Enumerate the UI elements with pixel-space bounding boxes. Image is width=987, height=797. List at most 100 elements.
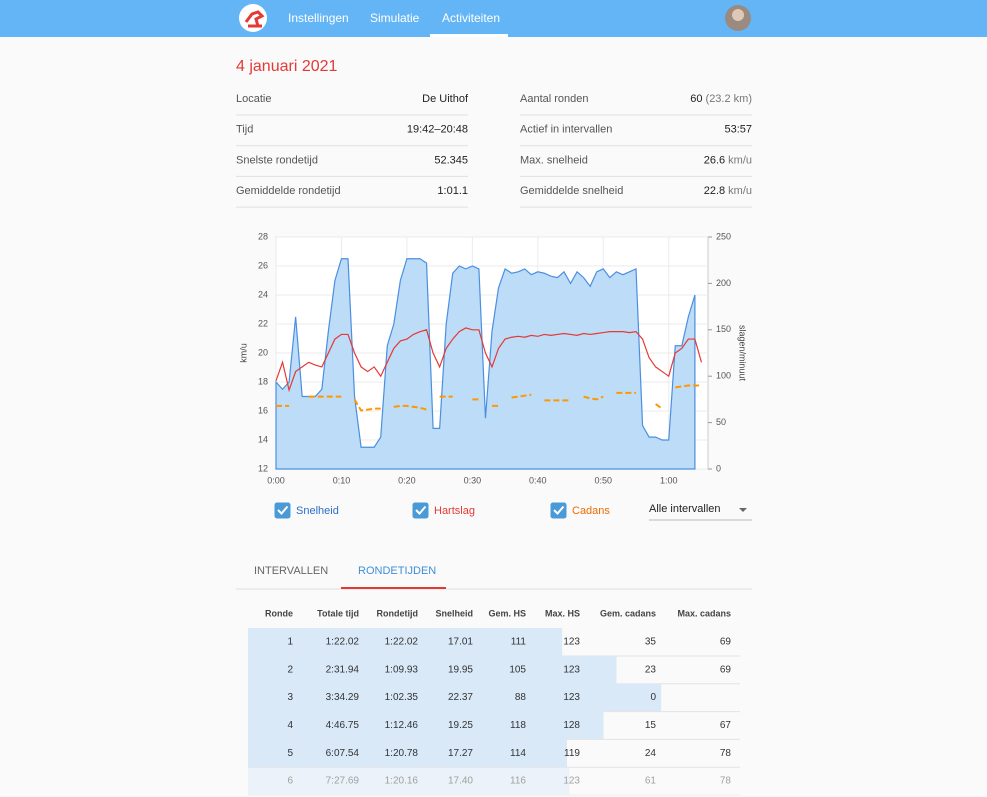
summary-unit: km/u: [728, 185, 752, 197]
table-row: 1 1:22.02 1:22.02 17.01 111 123 35 69: [248, 628, 740, 657]
summary-value: 22.8 km/u: [704, 185, 752, 197]
summary-value: 53:57: [724, 124, 752, 136]
table-row: 3 3:34.29 1:02.35 22.37 88 123 0: [248, 683, 740, 713]
dropdown-arrow: [739, 508, 747, 512]
summary-value: 26.6 km/u: [704, 154, 752, 166]
summary-value: 19:42–20:48: [407, 124, 468, 136]
summary-number: 22.8: [704, 185, 725, 197]
series-line: [511, 393, 532, 399]
logo[interactable]: [239, 4, 267, 32]
table-header: Snelheid: [435, 608, 473, 618]
summary-label: Tijd: [236, 124, 253, 136]
summary-label: Gemiddelde rondetijd: [236, 185, 341, 197]
table-cell: 1:20.78: [385, 748, 419, 759]
table-header: Max. HS: [545, 608, 580, 618]
summary-unit: km/u: [728, 154, 752, 166]
checkmark: [553, 505, 565, 515]
legend-checkbox[interactable]: [412, 502, 429, 519]
table-cell: 3:34.29: [326, 692, 360, 703]
table-cell: 1:20.16: [385, 776, 419, 787]
table-header: Gem. HS: [488, 608, 526, 618]
summary-number: 52.345: [434, 154, 468, 166]
table-row: 2 2:31.94 1:09.93 19.95 105 123 23 69: [248, 655, 740, 685]
table-cell: 15: [645, 720, 657, 731]
summary-number: 53:57: [724, 124, 752, 136]
tab[interactable]: RONDETIJDEN: [358, 565, 436, 577]
x-tick-label: 0:00: [267, 475, 285, 485]
series-line: [655, 403, 663, 410]
table-header: Max. cadans: [677, 608, 731, 618]
table-cell: 119: [564, 748, 580, 759]
nav-item[interactable]: Simulatie: [370, 11, 420, 25]
x-tick-label: 0:40: [529, 475, 547, 485]
y-tick-label: 18: [258, 376, 268, 386]
table-cell: 88: [515, 692, 527, 703]
table-cell: 6:07.54: [326, 748, 360, 759]
x-tick-label: 0:30: [464, 475, 482, 485]
avatar-face: [732, 9, 744, 21]
table-cell: 6: [287, 776, 293, 787]
table-cell: 128: [563, 720, 580, 731]
dropdown-value[interactable]: Alle intervallen: [649, 503, 721, 515]
logo-icon: [244, 10, 265, 28]
summary-value: 1:01.1: [437, 185, 468, 197]
series-line: [393, 404, 427, 411]
table-cell: 1:02.35: [385, 692, 419, 703]
series-line: [583, 395, 604, 401]
series-line: [353, 398, 381, 412]
table-cell: 35: [645, 637, 657, 648]
legend-label: Hartslag: [434, 505, 475, 517]
y-axis-label: km/u: [238, 343, 248, 363]
series-area: [275, 258, 696, 470]
table-cell: 105: [509, 664, 526, 675]
table-cell: 123: [563, 692, 580, 703]
summary-label: Snelste rondetijd: [236, 154, 318, 166]
x-tick-label: 0:20: [398, 475, 416, 485]
table-cell: 78: [720, 748, 732, 759]
nav-item[interactable]: Activiteiten: [442, 11, 500, 25]
legend-label: Snelheid: [296, 505, 339, 517]
y2-axis-label: slagen/minuut: [738, 325, 748, 382]
speed-bar: [248, 739, 567, 768]
table-header: Rondetijd: [377, 608, 419, 618]
y-tick-label: 26: [258, 260, 268, 270]
y-tick-label: 12: [258, 463, 268, 473]
checkmark: [277, 505, 289, 515]
nav-item[interactable]: Instellingen: [288, 11, 349, 25]
speed-bar: [248, 628, 563, 656]
table-cell: 123: [563, 637, 580, 648]
summary-unit: (23.2 km): [706, 93, 752, 105]
table-cell: 1: [287, 637, 293, 648]
table-cell: 123: [563, 776, 580, 787]
nav-active-underline: [430, 34, 508, 37]
speed-bar: [248, 711, 604, 740]
tab[interactable]: INTERVALLEN: [254, 565, 328, 577]
table-cell: 2:31.94: [326, 664, 360, 675]
speed-bar: [248, 655, 617, 684]
summary-label: Gemiddelde snelheid: [520, 185, 623, 197]
table-cell: 4: [287, 720, 293, 731]
table-header: Ronde: [265, 608, 293, 618]
table-cell: 24: [645, 748, 657, 759]
table-cell: 23: [645, 664, 657, 675]
speed-bar: [248, 683, 662, 712]
table-cell: 69: [720, 637, 732, 648]
table-cell: 114: [510, 748, 526, 759]
y2-tick-label: 200: [716, 278, 731, 288]
legend-checkbox[interactable]: [550, 502, 567, 519]
table-row: 6 7:27.69 1:20.16 17.40 116 123 61 78: [248, 767, 740, 796]
y2-tick-label: 50: [716, 417, 726, 427]
table-cell: 61: [645, 776, 657, 787]
table-cell: 1:12.46: [385, 720, 419, 731]
summary-number: 60: [690, 93, 702, 105]
table-cell: 19.95: [448, 664, 473, 675]
y-tick-label: 16: [258, 405, 268, 415]
y2-tick-label: 250: [716, 231, 731, 241]
y-tick-label: 14: [258, 434, 268, 444]
legend-checkbox[interactable]: [274, 502, 291, 519]
y-tick-label: 28: [258, 231, 268, 241]
summary-label: Actief in intervallen: [520, 124, 612, 136]
x-tick-label: 0:50: [595, 475, 613, 485]
table-cell: 78: [720, 776, 732, 787]
